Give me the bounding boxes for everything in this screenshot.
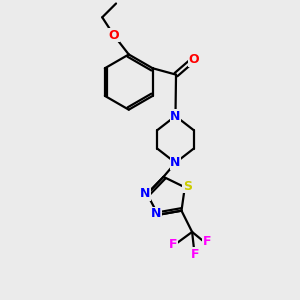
Text: N: N <box>170 110 181 122</box>
Text: O: O <box>109 29 119 42</box>
Text: N: N <box>151 207 161 220</box>
Text: F: F <box>203 235 211 248</box>
Text: O: O <box>189 53 200 66</box>
Text: F: F <box>169 238 177 251</box>
Text: F: F <box>191 248 200 261</box>
Text: N: N <box>170 156 181 169</box>
Text: S: S <box>183 180 192 193</box>
Text: N: N <box>140 188 150 200</box>
